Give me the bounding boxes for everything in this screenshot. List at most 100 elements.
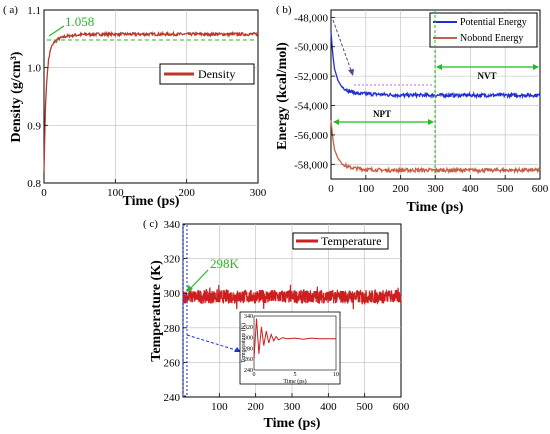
x-axis-title-c: Time (ps) (264, 416, 321, 431)
x-tick-label: 200 (178, 187, 195, 199)
x-tick-label: 300 (427, 183, 444, 195)
y-tick-label: 0.9 (27, 120, 41, 132)
panel-a-label: ( a) (3, 4, 18, 16)
y-axis-title-c: Temperature (K) (149, 260, 164, 362)
y-tick-label: 300 (164, 288, 181, 300)
y-tick-label: 340 (164, 219, 181, 231)
y-tick-label: 320 (164, 254, 181, 266)
panel-c-label: ( c) (143, 218, 158, 230)
density-annotation: 1.058 (65, 14, 94, 29)
x-tick-label: 600 (532, 183, 549, 195)
x-tick-label: 100 (107, 187, 124, 199)
zoom-window (182, 224, 188, 397)
legend-c: Temperature (292, 232, 389, 250)
y-tick-label: 0.8 (27, 178, 41, 190)
x-tick-label: 0 (328, 183, 334, 195)
x-tick-label: 100 (211, 401, 228, 413)
y-tick-label: 240 (164, 392, 181, 404)
y-tick-label: -54,000 (294, 101, 328, 113)
inset-series (253, 318, 336, 360)
panel-b-label: ( b) (276, 4, 292, 16)
panel-b-energy: ( b) 0 100 200 300 400 500 600 -58,000 -56,000 -5… (275, 4, 549, 215)
inset-ticks: 0 5 10 240 260 280 300 320 340 (244, 314, 339, 378)
series-c (182, 284, 402, 310)
panel-c-temperature: ( c) 100 200 300 400 500 60024026028030032034… (143, 218, 410, 431)
npt-arrow-left-head (333, 119, 339, 125)
x-tick-label: 100 (358, 183, 375, 195)
inset-y-tick-label: 260 (244, 357, 253, 363)
nvt-label: NVT (477, 71, 496, 81)
series-line-1 (330, 120, 541, 175)
x-tick-label: 200 (392, 183, 409, 195)
inset-y-tick-label: 240 (244, 368, 253, 374)
temperature-annotation: 298K (210, 256, 240, 271)
inset-y-tick-label: 340 (244, 314, 253, 320)
ticks-b: 0 100 200 300 400 500 600 -58,000 -56,000 -54,000… (294, 12, 549, 195)
series-line-0 (43, 30, 259, 172)
series-line-0 (182, 284, 402, 310)
y-tick-label: 1.0 (27, 63, 41, 75)
inset-temperature: 0 5 10 240 260 280 300 320 340 Time (ps) Tempera… (239, 311, 341, 385)
x-tick-label: 400 (462, 183, 479, 195)
x-tick-label: 400 (320, 401, 337, 413)
y-tick-label: 1.1 (27, 5, 41, 17)
y-axis-title-a: Density (g/cm³) (9, 51, 24, 142)
x-tick-label: 300 (250, 187, 267, 199)
legend-label-density: Density (198, 67, 235, 81)
x-tick-label: 600 (393, 401, 410, 413)
y-tick-label: -58,000 (294, 159, 328, 171)
legend-label-potential: Potential Energy (460, 17, 527, 28)
y-tick-label: 280 (164, 323, 181, 335)
legend-box-c (292, 232, 389, 250)
x-tick-label: 500 (356, 401, 373, 413)
inset-plot-area (253, 315, 337, 371)
nvt-arrow-right-head (533, 64, 539, 70)
ticks-a: 0 100 200 300 0.8 0.9 1.0 1.1 (27, 5, 267, 199)
inset-x-tick-label: 10 (333, 372, 339, 378)
x-tick-label: 0 (41, 187, 47, 199)
potential-drop-guide (332, 19, 353, 74)
x-tick-label: 500 (497, 183, 514, 195)
zoom-guide-arrowhead (234, 347, 241, 352)
y-tick-label: -52,000 (294, 71, 328, 83)
region-markers-b: NPT NVT (332, 10, 539, 179)
potential-drop-arrowhead (348, 69, 354, 76)
y-tick-label: -56,000 (294, 130, 328, 142)
legend-box-a (159, 63, 255, 85)
legend-label-nobond: Nobond Energy (460, 33, 523, 44)
inset-x-title: Time (ps) (283, 378, 306, 385)
legend-label-temperature: Temperature (321, 234, 381, 248)
legend-a: Density (159, 63, 255, 85)
density-arrow (48, 25, 65, 37)
zoom-guide (186, 334, 240, 352)
inset-y-title: Temperature (K) (240, 323, 247, 363)
y-tick-label: -50,000 (294, 42, 328, 54)
y-tick-label: -48,000 (294, 12, 328, 24)
inset-y-tick-label: 280 (244, 346, 253, 352)
inset-x-tick-label: 5 (294, 372, 297, 378)
inset-y-tick-label: 320 (244, 325, 253, 331)
x-axis-title-a: Time (ps) (123, 194, 180, 209)
x-tick-label: 300 (284, 401, 301, 413)
y-tick-label: 260 (164, 357, 181, 369)
annotation-a: 1.058 (47, 14, 258, 41)
panel-a-density: ( a) 0 100 200 300 0.8 0.9 1.0 1.1 Time (ps) De… (3, 4, 267, 209)
x-tick-label: 200 (247, 401, 264, 413)
series-a (43, 30, 259, 172)
plot-area-a (43, 9, 259, 184)
annotation-c: 298K (187, 256, 240, 292)
npt-label: NPT (373, 109, 391, 119)
x-axis-title-b: Time (ps) (407, 200, 464, 215)
grid-a (44, 10, 258, 183)
npt-arrow-right-head (428, 119, 434, 125)
legend-box-b (429, 12, 538, 48)
inset-series-line (253, 318, 336, 360)
legend-b: Potential Energy Nobond Energy (429, 12, 538, 48)
temperature-arrowhead (187, 285, 193, 292)
inset-y-tick-label: 300 (244, 336, 253, 342)
y-axis-title-b: Energy (kcal/mol) (275, 42, 290, 150)
nvt-arrow-left-head (436, 64, 442, 70)
inset-x-tick-label: 0 (253, 372, 256, 378)
